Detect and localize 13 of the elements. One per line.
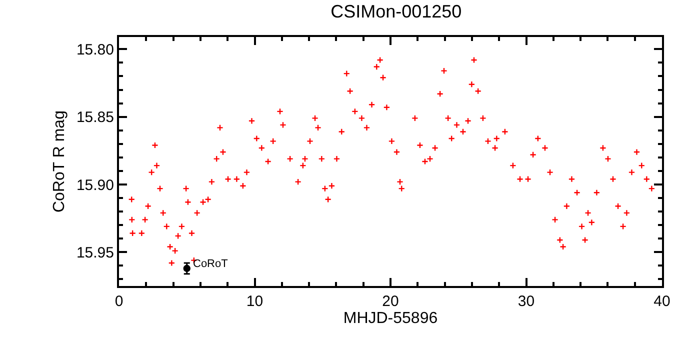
x-axis-title: MHJD-55896 — [343, 310, 438, 327]
x-tick-label: 20 — [382, 293, 399, 310]
x-tick-label: 40 — [654, 293, 670, 310]
x-tick-label: 0 — [114, 293, 124, 310]
y-tick-label: 15.85 — [76, 109, 114, 126]
annotation: CoRoT — [193, 258, 228, 270]
x-tick-label: 10 — [246, 293, 264, 310]
chart-title: CSIMon-001250 — [330, 2, 462, 22]
x-tick-label: 30 — [518, 293, 535, 310]
y-axis-title: CoRoT R mag — [50, 110, 68, 212]
y-tick-label: 15.90 — [76, 176, 114, 194]
y-tick-label: 15.95 — [76, 244, 114, 262]
y-tick-label: 15.80 — [76, 41, 114, 58]
